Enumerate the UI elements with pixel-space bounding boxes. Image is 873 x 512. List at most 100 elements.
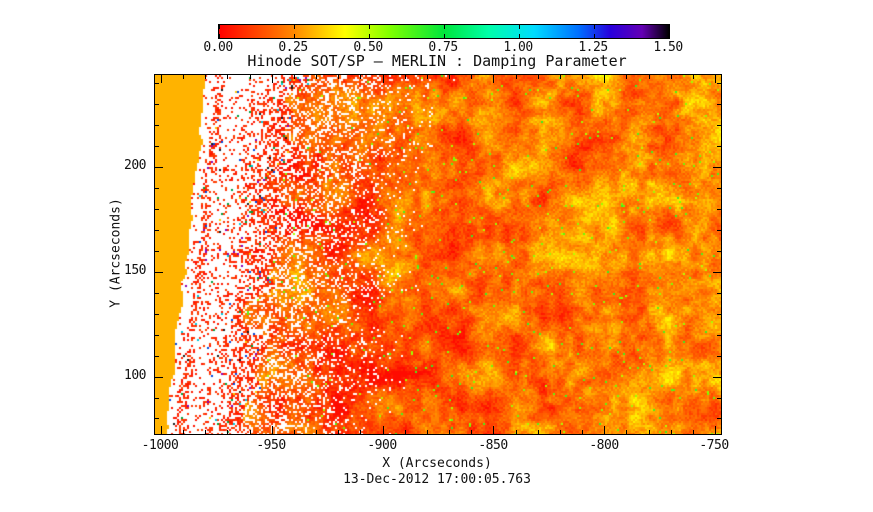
tick-mark bbox=[383, 426, 384, 434]
tick-mark bbox=[155, 230, 159, 231]
colorbar-tick bbox=[369, 34, 370, 38]
tick-mark bbox=[717, 188, 721, 189]
x-tick-label: -750 bbox=[699, 438, 729, 453]
tick-mark bbox=[294, 430, 295, 434]
tick-mark bbox=[493, 75, 494, 83]
tick-mark bbox=[272, 75, 273, 83]
tick-mark bbox=[155, 146, 159, 147]
plot-title: Hinode SOT/SP — MERLIN : Damping Paramet… bbox=[247, 52, 627, 70]
tick-mark bbox=[155, 209, 159, 210]
tick-mark bbox=[717, 125, 721, 126]
tick-mark bbox=[717, 251, 721, 252]
colorbar-tick-label: 1.25 bbox=[578, 40, 608, 55]
tick-mark bbox=[471, 75, 472, 79]
tick-mark bbox=[155, 104, 159, 105]
tick-mark bbox=[360, 75, 361, 79]
colorbar-tick-label: 0.25 bbox=[278, 40, 308, 55]
tick-mark bbox=[715, 426, 716, 434]
tick-mark bbox=[717, 293, 721, 294]
colorbar-tick-label: 0.00 bbox=[203, 40, 233, 55]
tick-mark bbox=[717, 356, 721, 357]
tick-mark bbox=[713, 167, 721, 168]
tick-mark bbox=[626, 430, 627, 434]
tick-mark bbox=[155, 335, 159, 336]
heatmap-canvas bbox=[155, 75, 721, 434]
tick-mark bbox=[538, 430, 539, 434]
tick-mark bbox=[493, 426, 494, 434]
tick-mark bbox=[250, 75, 251, 79]
tick-mark bbox=[155, 188, 159, 189]
tick-mark bbox=[717, 230, 721, 231]
y-tick-label: 100 bbox=[124, 368, 146, 383]
tick-mark bbox=[155, 398, 159, 399]
colorbar-tick bbox=[219, 34, 220, 38]
y-axis-label: Y (Arcseconds) bbox=[108, 198, 124, 308]
tick-mark bbox=[604, 75, 605, 83]
tick-mark bbox=[693, 430, 694, 434]
colorbar-gradient bbox=[218, 24, 670, 39]
tick-mark bbox=[713, 272, 721, 273]
tick-mark bbox=[626, 75, 627, 79]
tick-mark bbox=[713, 377, 721, 378]
x-tick-label: -850 bbox=[478, 438, 508, 453]
y-tick-label: 200 bbox=[124, 158, 146, 173]
colorbar-tick bbox=[519, 34, 520, 38]
colorbar-tick bbox=[219, 25, 220, 29]
plot-area bbox=[154, 74, 722, 435]
tick-mark bbox=[338, 430, 339, 434]
tick-mark bbox=[316, 430, 317, 434]
tick-mark bbox=[161, 426, 162, 434]
colorbar-tick bbox=[444, 34, 445, 38]
tick-mark bbox=[316, 75, 317, 79]
tick-mark bbox=[205, 75, 206, 79]
x-tick-label: -800 bbox=[589, 438, 619, 453]
tick-mark bbox=[449, 75, 450, 79]
colorbar-tick-label: 1.50 bbox=[653, 40, 683, 55]
colorbar-tick-label: 0.75 bbox=[428, 40, 458, 55]
colorbar-tick bbox=[294, 25, 295, 29]
tick-mark bbox=[227, 75, 228, 79]
tick-mark bbox=[715, 75, 716, 83]
tick-mark bbox=[649, 75, 650, 79]
tick-mark bbox=[717, 335, 721, 336]
colorbar-tick bbox=[594, 25, 595, 29]
tick-mark bbox=[272, 426, 273, 434]
tick-mark bbox=[155, 293, 159, 294]
tick-mark bbox=[155, 83, 159, 84]
tick-mark bbox=[227, 430, 228, 434]
x-tick-label: -950 bbox=[256, 438, 286, 453]
tick-mark bbox=[405, 430, 406, 434]
tick-mark bbox=[516, 430, 517, 434]
colorbar-tick bbox=[594, 34, 595, 38]
colorbar-tick bbox=[444, 25, 445, 29]
tick-mark bbox=[405, 75, 406, 79]
x-axis-label: X (Arcseconds) bbox=[382, 456, 492, 471]
tick-mark bbox=[155, 167, 163, 168]
colorbar-tick bbox=[294, 34, 295, 38]
tick-mark bbox=[717, 418, 721, 419]
tick-mark bbox=[360, 430, 361, 434]
tick-mark bbox=[155, 377, 163, 378]
tick-mark bbox=[471, 430, 472, 434]
tick-mark bbox=[155, 356, 159, 357]
tick-mark bbox=[183, 75, 184, 79]
colorbar-tick bbox=[668, 25, 669, 29]
tick-mark bbox=[717, 146, 721, 147]
tick-mark bbox=[717, 104, 721, 105]
colorbar-tick bbox=[668, 34, 669, 38]
tick-mark bbox=[383, 75, 384, 83]
tick-mark bbox=[717, 398, 721, 399]
tick-mark bbox=[717, 314, 721, 315]
tick-mark bbox=[717, 209, 721, 210]
tick-mark bbox=[671, 75, 672, 79]
tick-mark bbox=[671, 430, 672, 434]
timestamp-label: 13-Dec-2012 17:00:05.763 bbox=[343, 472, 531, 487]
tick-mark bbox=[427, 75, 428, 79]
colorbar-tick-label: 1.00 bbox=[503, 40, 533, 55]
tick-mark bbox=[516, 75, 517, 79]
colorbar-tick bbox=[519, 25, 520, 29]
tick-mark bbox=[717, 83, 721, 84]
colorbar-tick-label: 0.50 bbox=[353, 40, 383, 55]
tick-mark bbox=[338, 75, 339, 79]
